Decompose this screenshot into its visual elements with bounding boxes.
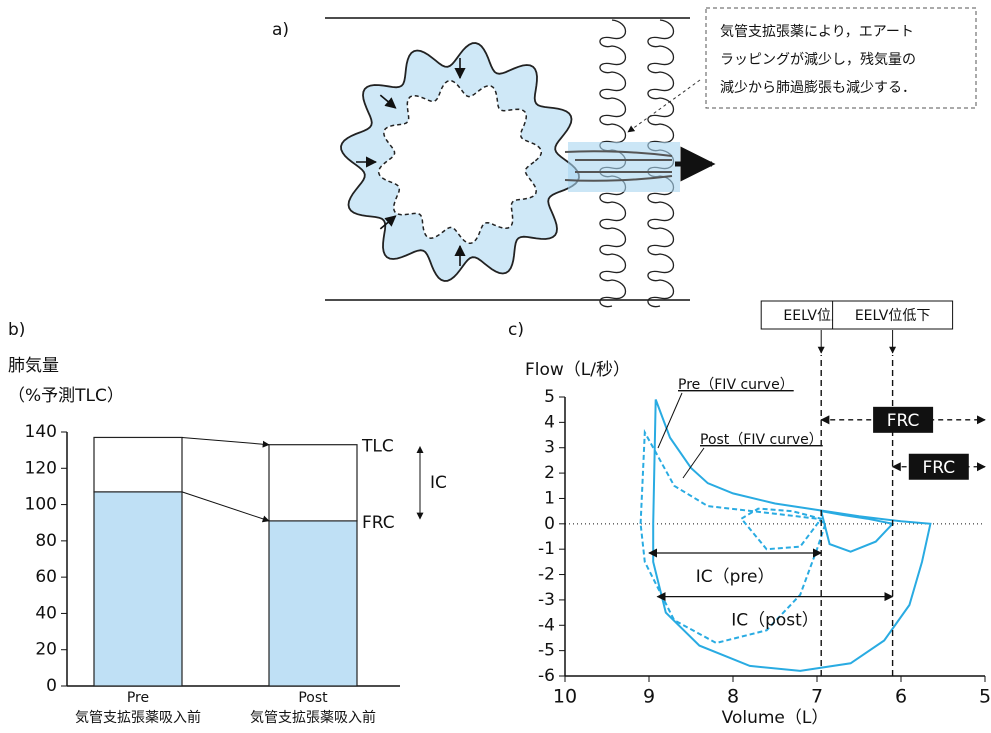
x-tick-label: 9 — [643, 686, 655, 708]
bar-segment — [269, 445, 357, 521]
x-tick-label: 7 — [811, 686, 823, 708]
figure: a) 気管支拡張薬により，エアート ラッピングが減少し，残気量の 減少から肺過膨… — [0, 0, 991, 733]
x-tick-label: 8 — [727, 686, 739, 708]
category-note: 気管支拡張薬吸入前 — [250, 709, 376, 726]
bar-segment — [269, 521, 357, 686]
annotation: FRC — [362, 513, 395, 533]
frc-label: FRC — [887, 411, 920, 431]
leader-line — [683, 448, 704, 478]
y-tick-label: -4 — [538, 615, 555, 635]
y-axis-title: 肺気量 — [8, 356, 59, 376]
panel-label: a) — [272, 20, 289, 40]
y-tick-label: 5 — [544, 387, 555, 407]
ic-label: IC（pre） — [696, 567, 775, 587]
y-tick-label: -2 — [538, 565, 555, 585]
note-line: ラッピングが減少し，残気量の — [720, 51, 916, 68]
y-tick-label: 80 — [35, 531, 57, 551]
y-tick-label: 3 — [544, 438, 555, 458]
y-tick-label: 4 — [544, 412, 555, 432]
shift-arrow — [182, 492, 269, 521]
annotation: IC — [430, 473, 447, 493]
bar-segment — [94, 437, 182, 491]
x-tick-label: Post — [298, 690, 328, 706]
x-tick-label: Pre — [127, 690, 149, 706]
frc-label: FRC — [922, 458, 955, 478]
airway-highlight — [568, 142, 680, 192]
y-tick-label: 1 — [544, 488, 555, 508]
series-label: Post（FIV curve） — [700, 432, 823, 448]
panel-label: c) — [508, 320, 524, 340]
x-tick-label: 6 — [895, 686, 907, 708]
x-axis-title: Volume（L） — [722, 708, 829, 728]
leader-line — [658, 393, 682, 448]
y-axis-title: （%予測TLC） — [8, 386, 124, 406]
y-tick-label: 0 — [544, 514, 555, 534]
ic-label: IC（post） — [731, 611, 819, 631]
eelv-label: EELV位低下 — [855, 308, 931, 324]
series-label: Pre（FIV curve） — [678, 377, 794, 393]
note-line: 減少から肺過膨張も減少する． — [720, 79, 916, 96]
y-tick-label: -5 — [538, 641, 555, 661]
y-axis-title: Flow（L/秒） — [525, 360, 630, 380]
bar-segment — [94, 492, 182, 686]
y-tick-label: 120 — [25, 458, 57, 478]
x-tick-label: 10 — [553, 686, 577, 708]
x-tick-label: 5 — [979, 686, 991, 708]
page: {"diagram": {"label": "a)", "note": ["気管… — [0, 0, 991, 733]
y-tick-label: 60 — [35, 567, 57, 587]
y-tick-label: 40 — [35, 603, 57, 623]
y-tick-label: 140 — [25, 422, 57, 442]
category-note: 気管支拡張薬吸入前 — [75, 709, 201, 726]
y-tick-label: 20 — [35, 640, 57, 660]
y-tick-label: 0 — [46, 676, 57, 696]
y-tick-label: 2 — [544, 463, 555, 483]
diagram-a: a) 気管支拡張薬により，エアート ラッピングが減少し，残気量の 減少から肺過膨… — [272, 8, 976, 307]
note-line: 気管支拡張薬により，エアート — [720, 24, 914, 40]
panel-label: b) — [8, 320, 25, 340]
y-tick-label: -3 — [538, 590, 555, 610]
y-tick-label: -6 — [538, 666, 555, 686]
shift-arrow — [182, 437, 269, 444]
y-tick-label: -1 — [538, 539, 555, 559]
y-tick-label: 100 — [25, 495, 57, 515]
annotation: TLC — [361, 437, 394, 457]
